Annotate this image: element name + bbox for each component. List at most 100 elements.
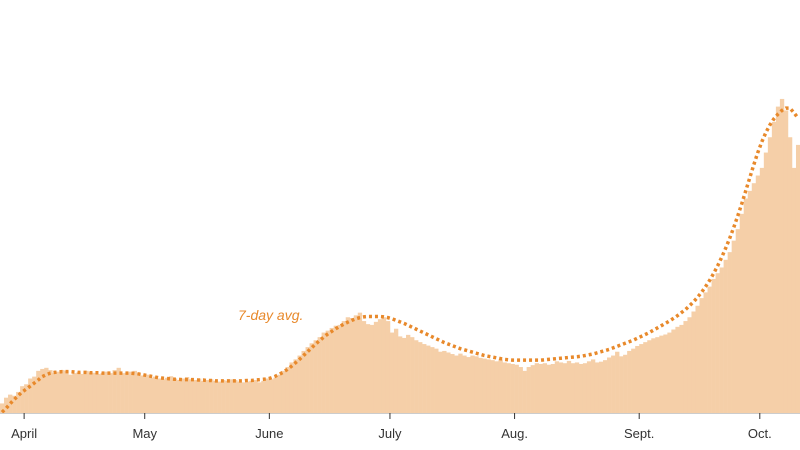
daily-bar: [699, 298, 704, 413]
daily-bar: [28, 378, 33, 413]
daily-bar: [365, 324, 371, 413]
daily-bar: [245, 381, 250, 413]
daily-bar: [554, 361, 560, 413]
daily-bar: [566, 360, 572, 413]
daily-bar: [494, 361, 499, 413]
daily-bar: [767, 137, 773, 414]
daily-bar: [377, 319, 383, 413]
daily-bar: [373, 321, 379, 413]
daily-bar: [281, 370, 286, 413]
seven-day-average-line: [0, 106, 800, 414]
daily-bar: [297, 355, 302, 413]
daily-bar: [273, 377, 278, 413]
daily-bar: [703, 292, 708, 413]
daily-bar: [269, 379, 274, 413]
daily-bar: [305, 347, 310, 413]
daily-bar: [337, 324, 343, 413]
daily-bar: [647, 340, 652, 413]
daily-bar: [498, 359, 503, 413]
daily-bar: [791, 167, 797, 413]
daily-bar: [787, 137, 793, 414]
daily-bar: [711, 278, 716, 413]
daily-bar: [265, 378, 270, 413]
daily-bar: [667, 332, 672, 413]
daily-bar: [655, 337, 660, 413]
daily-bar: [4, 397, 9, 413]
daily-bar: [775, 106, 781, 413]
daily-bar: [277, 374, 282, 413]
daily-bar: [546, 364, 552, 413]
daily-bar: [209, 379, 214, 413]
daily-bar: [418, 342, 423, 413]
daily-bar: [679, 324, 684, 413]
daily-bar: [84, 370, 89, 413]
daily-bar: [410, 337, 415, 413]
daily-bar: [253, 380, 258, 413]
daily-bar: [8, 394, 13, 413]
daily-bar: [715, 273, 720, 413]
daily-bar: [233, 380, 238, 413]
daily-bar: [683, 321, 688, 413]
daily-bar: [72, 373, 77, 413]
daily-bar: [530, 365, 535, 414]
daily-bar: [671, 329, 676, 413]
daily-bar: [132, 370, 137, 413]
daily-bar: [325, 330, 330, 413]
daily-bar: [213, 380, 218, 413]
daily-bar: [148, 377, 154, 413]
daily-bar: [156, 378, 162, 413]
daily-bar: [723, 259, 728, 413]
daily-bar: [92, 372, 97, 413]
daily-bar: [691, 311, 696, 413]
daily-bar: [755, 175, 761, 413]
daily-bar: [76, 372, 81, 413]
daily-bar: [36, 370, 41, 413]
x-tick-label: May: [132, 426, 157, 441]
daily-bar: [442, 350, 447, 413]
daily-bar: [60, 370, 65, 413]
daily-bar: [615, 351, 620, 413]
daily-bar: [285, 367, 290, 413]
daily-bar: [598, 361, 604, 413]
daily-bar: [317, 337, 322, 413]
daily-bar: [623, 354, 628, 413]
daily-bar: [184, 377, 190, 413]
daily-bar: [361, 321, 367, 413]
daily-bar: [180, 378, 186, 413]
daily-bar: [663, 334, 668, 413]
daily-bar: [357, 312, 363, 413]
daily-bar: [196, 378, 202, 413]
daily-bar: [128, 371, 133, 413]
daily-bar: [783, 110, 789, 414]
daily-bar: [112, 370, 117, 413]
daily-bar: [261, 380, 266, 413]
daily-bar: [422, 344, 427, 413]
daily-bar: [44, 367, 49, 413]
daily-bar: [369, 324, 375, 413]
daily-bar: [795, 144, 800, 413]
daily-bar: [574, 362, 580, 413]
daily-bar: [739, 213, 745, 413]
daily-bar: [96, 373, 101, 413]
x-tick-label: Sept.: [624, 426, 654, 441]
daily-bar: [229, 379, 234, 413]
daily-bar: [578, 363, 584, 413]
daily-bar: [32, 376, 37, 413]
daily-bar: [188, 379, 194, 413]
daily-bar: [570, 363, 576, 413]
daily-bar: [438, 351, 443, 413]
daily-bar: [329, 327, 334, 413]
daily-bar: [257, 382, 262, 413]
daily-bar: [0, 403, 5, 413]
daily-bar: [631, 348, 636, 413]
daily-bar: [675, 326, 680, 413]
daily-bar: [707, 286, 712, 413]
daily-bar: [727, 252, 732, 413]
daily-bar: [100, 373, 105, 413]
daily-bar: [446, 352, 451, 413]
daily-bar: [526, 367, 531, 413]
daily-bar: [68, 374, 73, 413]
daily-bar: [164, 377, 170, 413]
daily-bar: [486, 359, 491, 413]
daily-bar: [48, 370, 53, 413]
